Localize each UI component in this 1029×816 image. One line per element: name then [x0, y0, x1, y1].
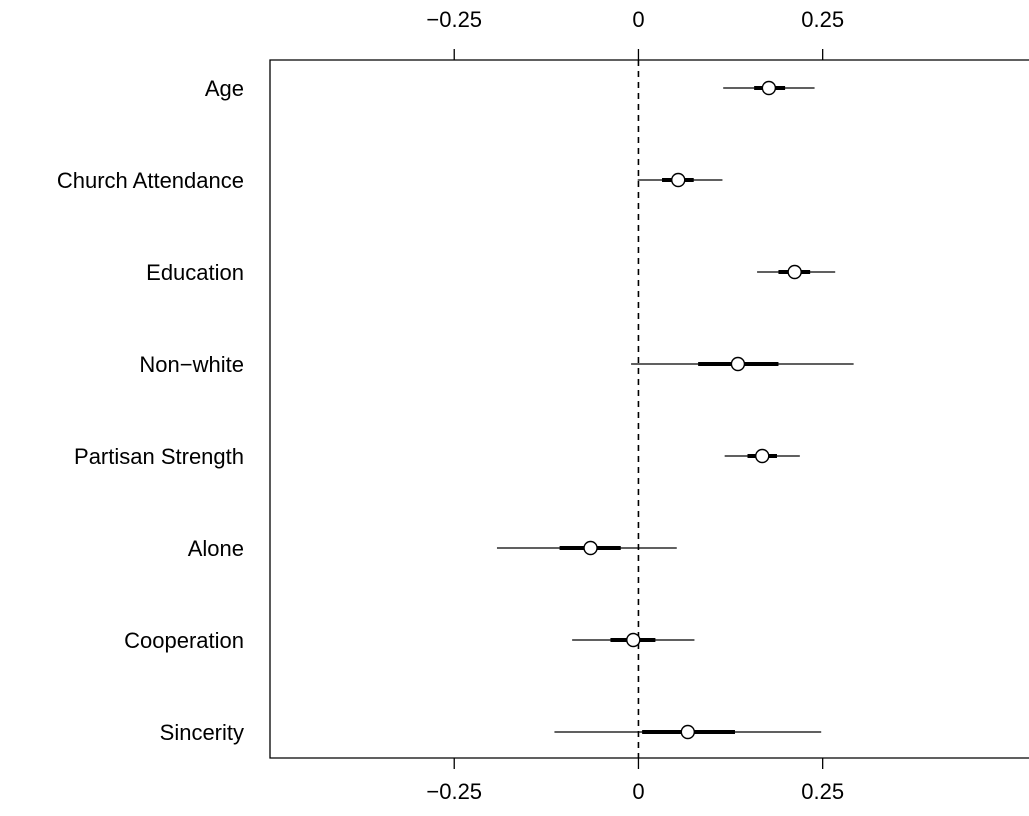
- bottom-axis-tick-label: 0.25: [801, 779, 844, 804]
- point-estimate: [730, 356, 746, 372]
- top-axis-tick-label: 0: [632, 7, 644, 32]
- row-label: Partisan Strength: [74, 444, 244, 469]
- row-label: Education: [146, 260, 244, 285]
- bottom-axis-tick-label: 0: [632, 779, 644, 804]
- row-label: Sincerity: [160, 720, 244, 745]
- row-label: Non−white: [139, 352, 244, 377]
- marks-group: [496, 80, 854, 740]
- point-estimate: [626, 632, 641, 648]
- plot-frame: [269, 59, 1029, 759]
- point-estimate: [671, 172, 686, 188]
- row-label: Church Attendance: [57, 168, 244, 193]
- point-estimate: [761, 80, 777, 96]
- row-label: Age: [205, 76, 244, 101]
- axes-group: −0.25 −0.25 0 0 0.25 0.25: [426, 7, 844, 804]
- row-labels-group: Age Church Attendance Education Non−white Pa…: [57, 76, 244, 745]
- point-estimate: [755, 448, 770, 464]
- point-estimate: [787, 264, 802, 280]
- point-estimate: [583, 540, 598, 556]
- bottom-axis-tick-label: −0.25: [426, 779, 482, 804]
- point-estimate: [680, 724, 696, 740]
- top-axis-tick-label: −0.25: [426, 7, 482, 32]
- row-label: Alone: [188, 536, 244, 561]
- row-label: Cooperation: [124, 628, 244, 653]
- plot-frame-group: [269, 59, 1029, 759]
- top-axis-tick-label: 0.25: [801, 7, 844, 32]
